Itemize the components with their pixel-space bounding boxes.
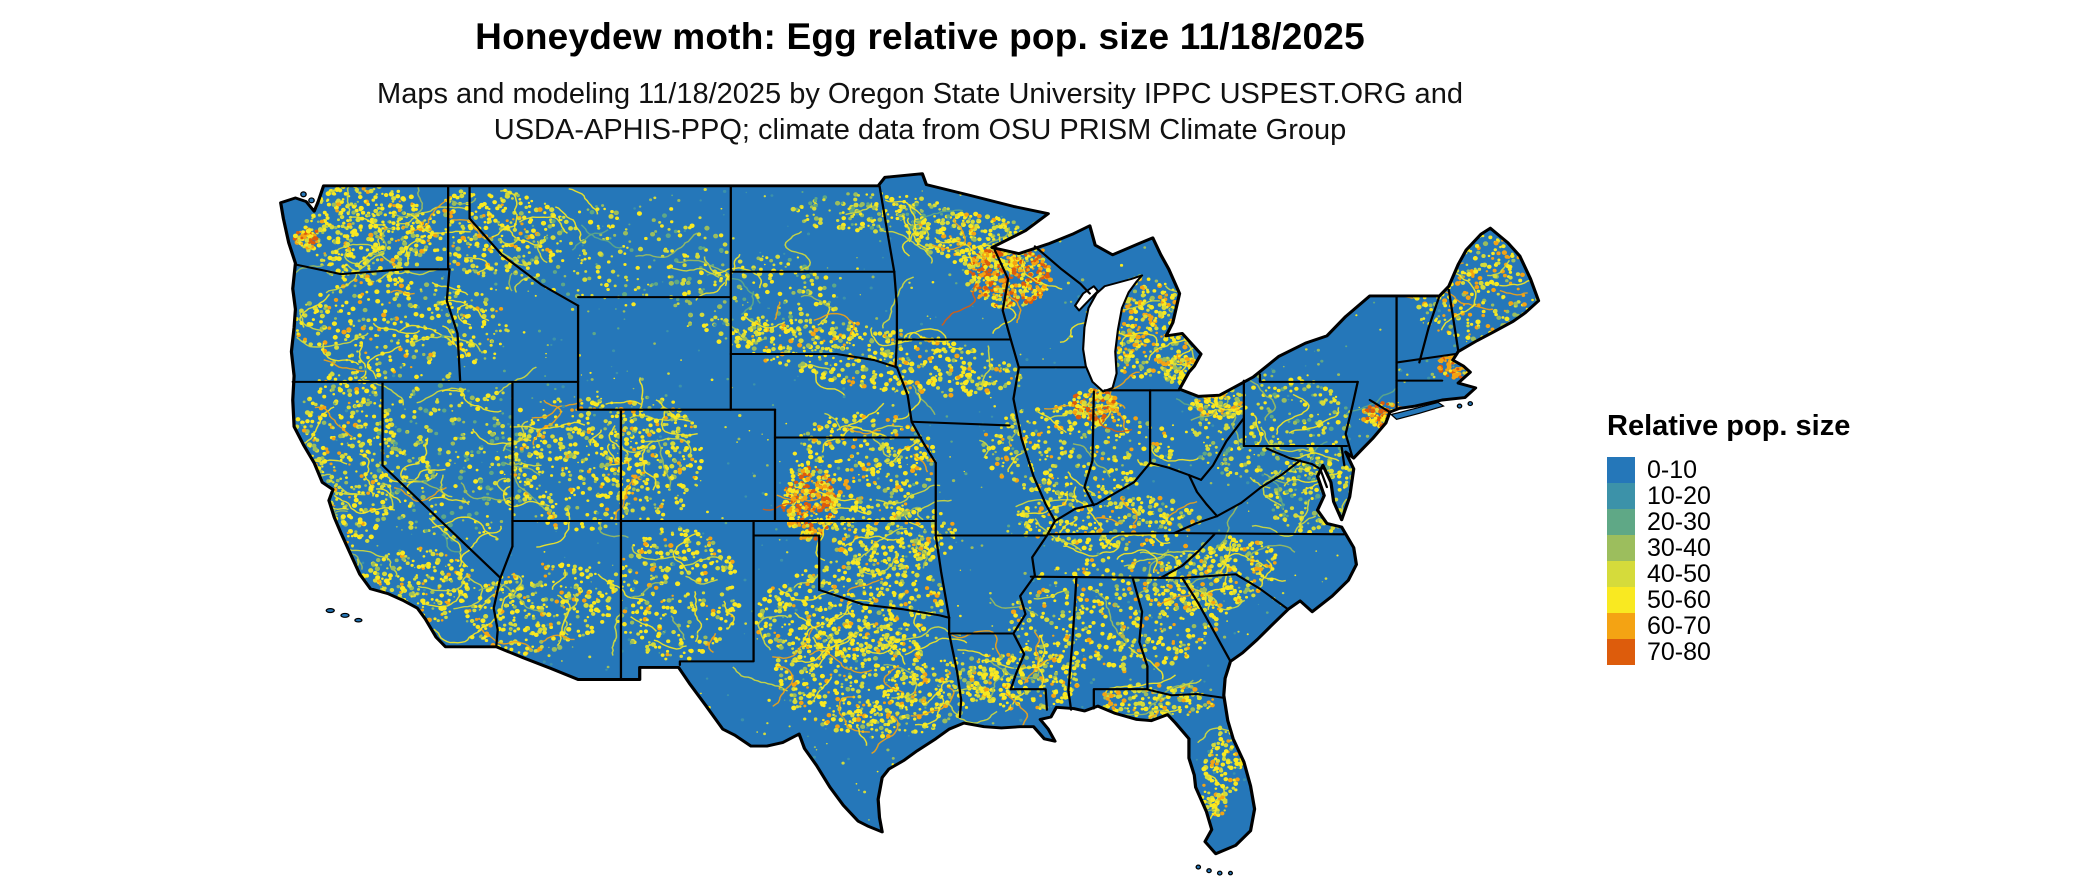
legend-swatch [1607,639,1635,665]
florida-key [1229,871,1233,874]
channel-island [341,613,349,617]
legend-swatch [1607,561,1635,587]
florida-key [1218,871,1222,875]
legend-swatch [1607,457,1635,483]
legend-label: 60-70 [1647,613,1711,639]
legend-label: 70-80 [1647,639,1711,665]
legend-label: 30-40 [1647,535,1711,561]
legend-swatch [1607,483,1635,509]
legend-swatch [1607,613,1635,639]
figure-subtitle: Maps and modeling 11/18/2025 by Oregon S… [0,76,1840,149]
legend-label: 10-20 [1647,483,1711,509]
legend-entry: 10-20 [1607,483,1850,509]
nantucket-island [1468,402,1472,406]
legend-label: 50-60 [1647,587,1711,613]
us-map [274,158,1560,884]
legend-entry: 70-80 [1607,639,1850,665]
florida-key [1196,865,1200,869]
channel-island [355,619,362,622]
legend-entries: 0-1010-2020-3030-4040-5050-6060-7070-80 [1607,457,1850,665]
page-title: Honeydew moth: Egg relative pop. size 11… [0,16,1840,58]
subtitle-line-2: USDA-APHIS-PPQ; climate data from OSU PR… [0,112,1840,148]
florida-key [1207,869,1211,873]
subtitle-line-1: Maps and modeling 11/18/2025 by Oregon S… [0,76,1840,112]
map-legend: Relative pop. size 0-1010-2020-3030-4040… [1607,410,1850,665]
channel-island [326,609,334,613]
legend-swatch [1607,509,1635,535]
map-figure: Honeydew moth: Egg relative pop. size 11… [0,0,2100,892]
legend-swatch [1607,535,1635,561]
legend-entry: 20-30 [1607,509,1850,535]
marthas-vineyard-island [1457,404,1461,408]
legend-entry: 50-60 [1607,587,1850,613]
us-map-svg [274,158,1560,884]
san-juan-island [301,192,306,197]
legend-entry: 60-70 [1607,613,1850,639]
legend-entry: 0-10 [1607,457,1850,483]
legend-label: 0-10 [1647,457,1697,483]
legend-entry: 30-40 [1607,535,1850,561]
legend-swatch [1607,587,1635,613]
legend-label: 20-30 [1647,509,1711,535]
legend-title: Relative pop. size [1607,410,1850,443]
san-juan-island [309,198,314,203]
legend-label: 40-50 [1647,561,1711,587]
legend-entry: 40-50 [1607,561,1850,587]
